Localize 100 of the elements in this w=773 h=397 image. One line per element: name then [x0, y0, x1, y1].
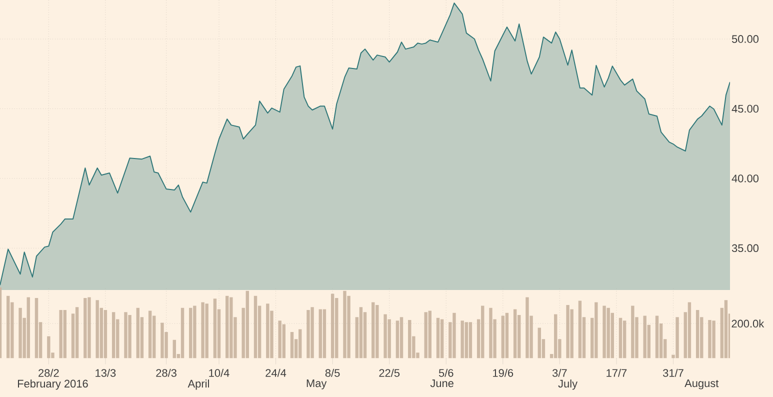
- bar: [631, 306, 634, 358]
- bar: [310, 307, 314, 358]
- x2-tick-label: April: [188, 380, 209, 390]
- x-tick-label: 24/4: [266, 368, 286, 377]
- y-tick-label: 35.00: [732, 244, 759, 252]
- bar: [428, 310, 432, 358]
- x2-tick-label: June: [430, 380, 454, 388]
- x-tick-label: 3/7: [552, 368, 567, 377]
- bar: [464, 322, 468, 358]
- bar: [602, 306, 606, 358]
- bar: [322, 309, 326, 358]
- bar: [112, 312, 116, 358]
- x-tick-label: 17/7: [606, 368, 627, 377]
- bar: [278, 320, 282, 358]
- x2-tick-label: July: [558, 380, 578, 390]
- bar: [724, 300, 728, 358]
- bar: [643, 316, 646, 358]
- bar: [335, 298, 338, 358]
- x-tick-label: 19/6: [493, 368, 514, 377]
- bar: [59, 310, 62, 358]
- x2-tick-label: May: [306, 380, 327, 390]
- x-tick-label: 13/3: [96, 368, 116, 377]
- bar: [290, 332, 294, 358]
- bar: [376, 305, 379, 358]
- bar: [359, 307, 363, 358]
- bar: [501, 316, 504, 358]
- bar: [136, 308, 140, 358]
- bar: [481, 306, 484, 358]
- x-tick-label: 28/3: [156, 368, 176, 377]
- bar: [606, 308, 610, 358]
- bar: [688, 302, 692, 358]
- bar: [505, 312, 509, 358]
- bar: [452, 312, 456, 358]
- bar: [18, 308, 22, 358]
- bar: [424, 312, 428, 358]
- bar: [282, 324, 286, 358]
- y-tick-label: 40.00: [732, 174, 759, 182]
- x2-tick-label: February 2016: [18, 380, 88, 390]
- y-tick-label: 50.00: [732, 35, 759, 43]
- bar: [554, 314, 558, 358]
- bar: [318, 309, 322, 358]
- bar: [160, 322, 164, 358]
- bar: [189, 308, 192, 358]
- bar: [88, 297, 91, 358]
- x-tick-label: 22/5: [379, 368, 400, 377]
- bar: [468, 322, 472, 358]
- bar: [460, 320, 464, 358]
- bar: [513, 309, 517, 358]
- bar: [246, 290, 249, 358]
- bar: [594, 302, 598, 358]
- x-tick-label: 31/7: [662, 368, 684, 377]
- bar: [254, 296, 258, 358]
- bar: [440, 319, 444, 358]
- bar: [96, 300, 99, 358]
- bar: [298, 329, 302, 358]
- bar: [712, 320, 716, 358]
- bar: [400, 317, 404, 358]
- bar: [6, 296, 10, 358]
- bar: [655, 316, 659, 358]
- bar: [172, 340, 176, 358]
- bar: [34, 298, 38, 358]
- bar: [708, 320, 712, 358]
- bar: [618, 318, 622, 358]
- bar: [578, 300, 582, 358]
- bar: [266, 304, 270, 358]
- bar: [84, 298, 87, 358]
- bar: [343, 290, 346, 358]
- bar: [226, 296, 229, 358]
- bar: [193, 306, 196, 358]
- x2-tick-label: August: [684, 380, 719, 390]
- bar: [570, 309, 574, 358]
- x-tick-label: 10/4: [209, 368, 230, 377]
- bar: [396, 320, 400, 358]
- bar: [408, 320, 412, 358]
- y-tick-label: 45.00: [732, 104, 759, 113]
- bar: [526, 297, 529, 358]
- bar: [213, 298, 217, 358]
- bar: [63, 310, 66, 358]
- x-tick-label: 5/6: [438, 368, 454, 377]
- bar: [306, 310, 310, 358]
- bar: [201, 302, 204, 358]
- bar: [128, 314, 132, 358]
- bar: [26, 297, 30, 358]
- bar: [104, 310, 108, 358]
- bar: [180, 308, 184, 358]
- ref-line-label: 200.0k: [732, 319, 764, 328]
- bar: [330, 294, 334, 358]
- bar: [566, 305, 570, 358]
- bar: [538, 328, 541, 358]
- bar: [205, 304, 208, 358]
- bar: [75, 307, 79, 358]
- bar: [384, 314, 387, 358]
- bar: [676, 317, 679, 358]
- bar: [436, 318, 440, 358]
- bar: [372, 302, 375, 358]
- bar: [489, 308, 492, 358]
- bar: [230, 297, 233, 358]
- bar: [124, 312, 128, 358]
- bar: [622, 320, 626, 358]
- bar: [148, 310, 152, 358]
